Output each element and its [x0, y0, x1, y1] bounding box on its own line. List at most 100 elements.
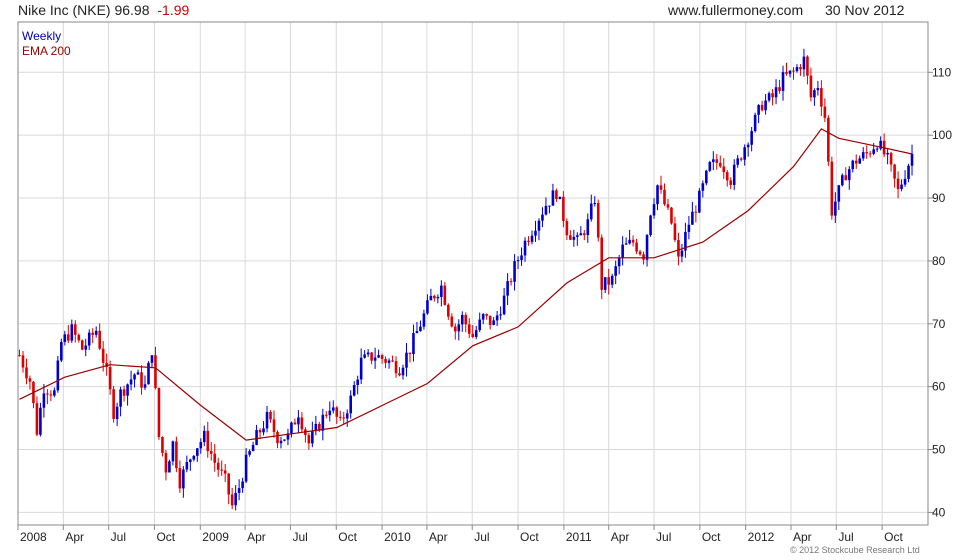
candle [394, 356, 398, 378]
candle [691, 201, 694, 225]
x-tick-label: Oct [702, 530, 721, 544]
candle [729, 177, 733, 190]
candle [757, 104, 760, 124]
candle [251, 441, 255, 452]
candle [666, 198, 670, 211]
candle [593, 196, 597, 207]
candle [108, 360, 112, 395]
candle [199, 438, 203, 454]
candle [255, 424, 258, 446]
candle [178, 460, 182, 493]
candle [405, 342, 408, 377]
candle [234, 485, 237, 511]
x-tick-label: Apr [247, 530, 266, 544]
candle [352, 381, 356, 397]
candle [596, 199, 600, 242]
candle [502, 287, 506, 316]
candle [223, 463, 227, 482]
candle [366, 349, 370, 357]
candle [635, 238, 638, 255]
candle [307, 432, 311, 450]
candle [624, 237, 628, 246]
candle [450, 313, 454, 328]
candle [732, 159, 736, 191]
candle [192, 455, 196, 462]
candle [555, 188, 558, 202]
candle [328, 401, 332, 422]
candle [98, 323, 101, 351]
candle [488, 315, 492, 330]
candle [834, 192, 837, 223]
candle [349, 390, 353, 419]
candle [638, 249, 642, 256]
y-tick-label: 60 [932, 380, 946, 394]
candle [140, 365, 143, 395]
candle [673, 216, 677, 242]
candles [18, 48, 914, 511]
candle [701, 180, 705, 198]
candle [799, 64, 802, 76]
candle [865, 145, 868, 159]
plot-frame [17, 21, 929, 526]
candle [827, 115, 830, 167]
candle [467, 318, 471, 339]
candle [854, 154, 858, 169]
candle [216, 457, 220, 477]
candle [311, 421, 314, 448]
candle [115, 402, 119, 426]
candle [809, 67, 813, 102]
candle [338, 410, 342, 421]
candle [241, 477, 244, 493]
candle [401, 364, 405, 380]
candle [73, 320, 77, 343]
candle [910, 144, 914, 176]
candle [276, 430, 279, 449]
candle [373, 347, 377, 369]
candle [820, 80, 823, 116]
site-url[interactable]: www.fullermoney.com [668, 2, 804, 18]
x-axis: 2008 Apr Jul Oct 2009 Apr Jul Oct 2010 Apr Jul Oct 2… [17, 525, 903, 544]
candle [182, 466, 185, 498]
ticker-title: Nike Inc (NKE) 96.98 [18, 2, 150, 18]
candle [422, 309, 426, 330]
candle [408, 352, 412, 363]
candle [262, 420, 265, 436]
y-tick-label: 40 [932, 505, 946, 519]
candle [143, 375, 147, 391]
candle [562, 191, 565, 228]
candle [659, 175, 663, 194]
candle [429, 288, 433, 301]
candle [715, 153, 719, 170]
candle [244, 448, 248, 484]
candle [359, 348, 363, 385]
candle [457, 319, 461, 341]
candle [150, 355, 154, 369]
candle [582, 230, 586, 241]
candle [652, 198, 656, 219]
candle [750, 126, 753, 152]
y-tick-label: 80 [932, 254, 946, 268]
candle [767, 91, 771, 103]
candle [28, 375, 32, 390]
y-tick-label: 100 [932, 128, 952, 142]
candle [436, 294, 440, 304]
ema-200-line [19, 128, 913, 441]
candle [63, 330, 67, 346]
candle [387, 358, 391, 369]
candle [610, 273, 614, 289]
candle [53, 387, 56, 398]
candle [440, 280, 443, 307]
candle [600, 234, 604, 300]
candle [677, 232, 680, 266]
chart-title: Nike Inc (NKE) 96.98 -1.99 [18, 2, 189, 18]
candle [837, 184, 841, 211]
candle [509, 278, 513, 286]
candle [694, 205, 698, 223]
candle [875, 146, 879, 153]
candle [77, 333, 81, 343]
candle [345, 409, 349, 427]
candle [80, 339, 84, 351]
candle [739, 157, 743, 162]
x-tick-label: 2012 [748, 530, 775, 544]
